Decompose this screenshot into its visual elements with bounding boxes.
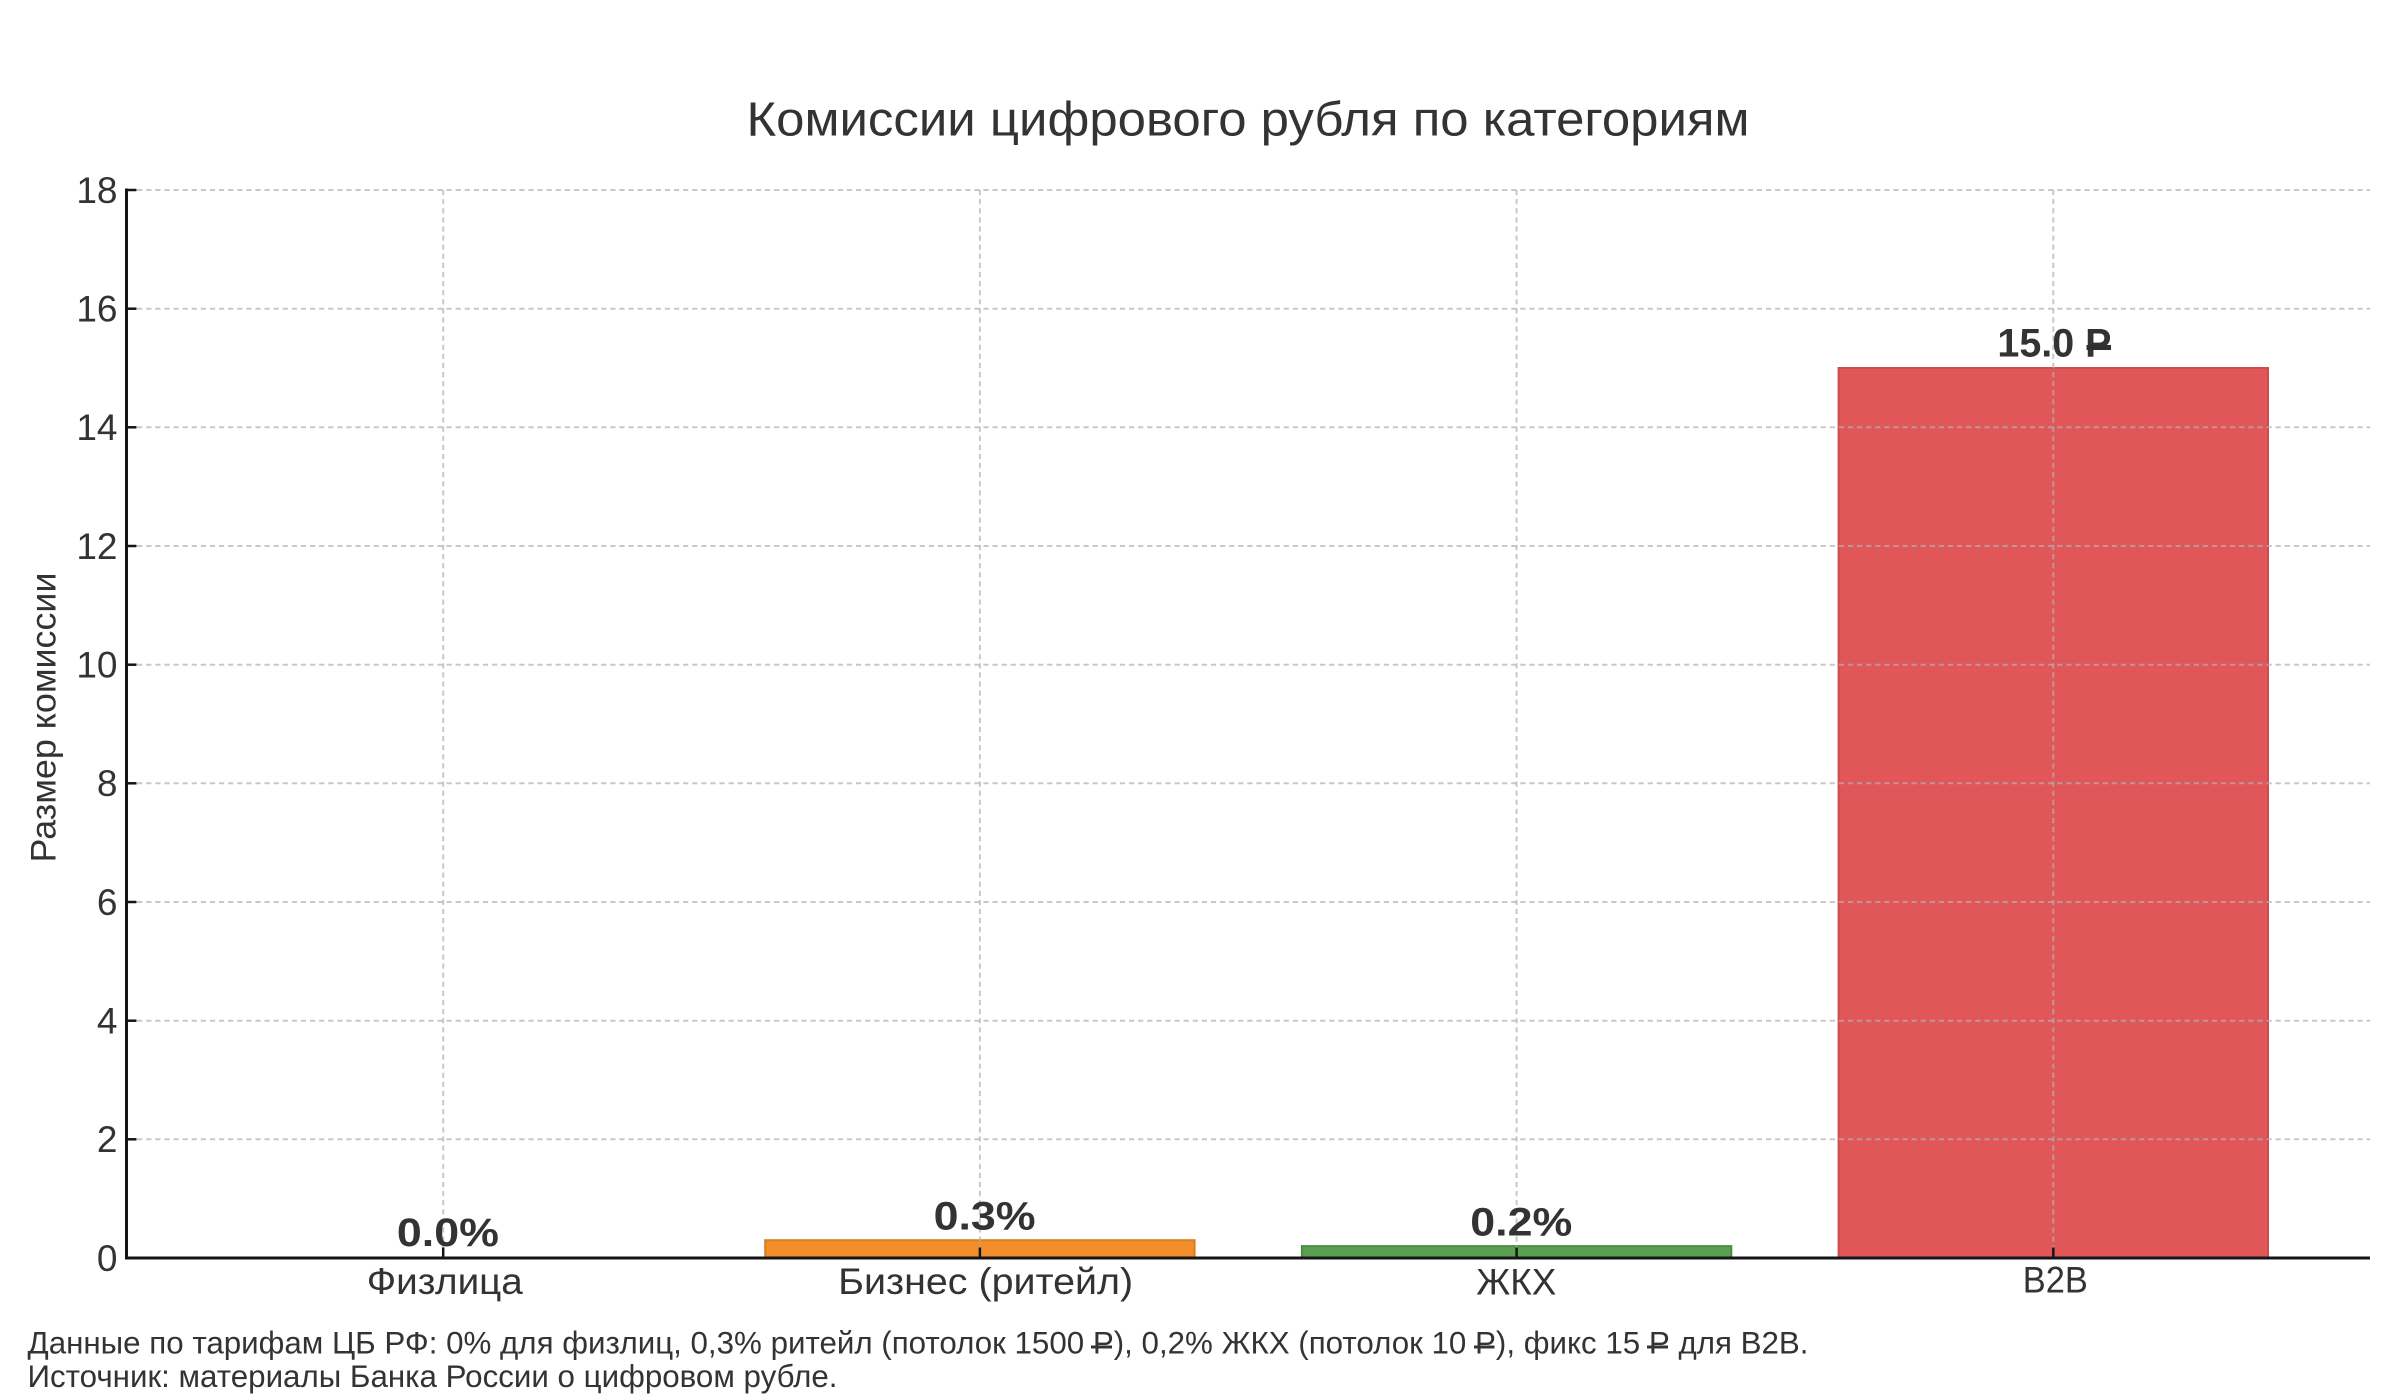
svg-text:6: 6 <box>97 882 118 923</box>
svg-text:12: 12 <box>76 526 117 567</box>
svg-text:15.0 Р: 15.0 Р <box>1997 322 2111 366</box>
svg-text:0.0%: 0.0% <box>397 1211 499 1255</box>
svg-text:18: 18 <box>76 170 117 211</box>
svg-text:14: 14 <box>76 407 117 448</box>
svg-text:ЖКХ: ЖКХ <box>1476 1262 1556 1303</box>
svg-text:B2B: B2B <box>2023 1260 2088 1301</box>
svg-text:8: 8 <box>97 763 118 804</box>
svg-text:2: 2 <box>97 1119 118 1160</box>
svg-text:16: 16 <box>76 289 117 330</box>
svg-text:Физлица: Физлица <box>367 1261 523 1302</box>
svg-text:Комиссии цифрового рубля по ка: Комиссии цифрового рубля по категориям <box>747 94 1750 147</box>
svg-text:4: 4 <box>97 1001 118 1042</box>
svg-text:0: 0 <box>97 1238 118 1279</box>
svg-text:10: 10 <box>76 645 117 686</box>
svg-text:0.3%: 0.3% <box>934 1195 1036 1239</box>
svg-text:Размер комиссии: Размер комиссии <box>24 573 64 863</box>
svg-text:Бизнес (ритейл): Бизнес (ритейл) <box>838 1261 1133 1302</box>
svg-text:Источник: материалы Банка Росс: Источник: материалы Банка России о цифро… <box>28 1358 838 1394</box>
svg-text:0.2%: 0.2% <box>1470 1201 1572 1245</box>
svg-text:Данные по тарифам ЦБ РФ: 0% дл: Данные по тарифам ЦБ РФ: 0% для физлиц, … <box>28 1325 1809 1361</box>
